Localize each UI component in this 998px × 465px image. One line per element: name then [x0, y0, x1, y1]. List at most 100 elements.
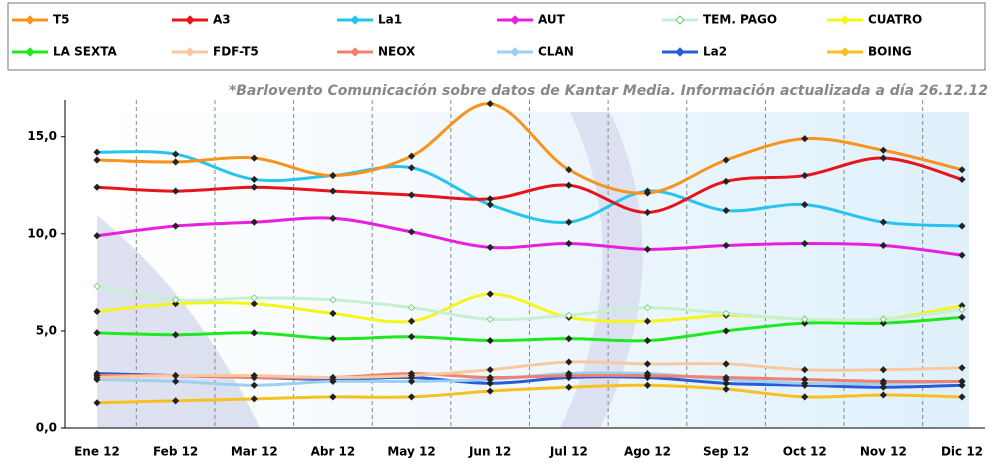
point	[879, 154, 887, 162]
point	[486, 243, 494, 251]
point	[801, 366, 809, 374]
point	[93, 148, 101, 156]
point	[958, 313, 966, 321]
series-line	[96, 360, 963, 380]
point	[565, 218, 573, 226]
point	[486, 373, 494, 382]
point	[329, 187, 337, 195]
point	[250, 329, 258, 337]
point	[250, 175, 258, 183]
point	[879, 383, 887, 391]
point	[329, 373, 337, 382]
point	[801, 375, 809, 384]
series-line	[96, 216, 963, 257]
legend-box	[7, 2, 986, 71]
point	[722, 241, 730, 250]
series-line	[96, 284, 963, 322]
point	[93, 329, 101, 337]
point	[879, 315, 887, 323]
point	[329, 377, 337, 385]
point	[565, 239, 573, 248]
point	[172, 397, 180, 405]
point	[407, 333, 416, 341]
point	[93, 183, 101, 191]
point	[486, 379, 494, 387]
point	[172, 222, 180, 230]
x-tick-label: Mar 12	[231, 445, 278, 459]
x-tick-label: Oct 12	[783, 445, 827, 459]
point	[172, 372, 180, 380]
legend-marker	[675, 47, 685, 57]
point	[879, 146, 887, 154]
x-tick-label: Dic 12	[941, 445, 983, 459]
legend-label: NEOX	[378, 45, 416, 59]
point	[722, 385, 730, 393]
y-tick-label: 0,0	[36, 421, 57, 435]
point	[722, 360, 730, 368]
point	[93, 156, 101, 164]
legend-marker	[840, 47, 850, 57]
point	[172, 158, 180, 166]
point	[879, 366, 887, 374]
point	[93, 282, 101, 290]
point	[801, 319, 809, 327]
x-tick-label: Ene 12	[74, 445, 120, 459]
point	[801, 171, 809, 180]
legend-label: CUATRO	[868, 13, 922, 27]
point	[801, 315, 809, 323]
point	[958, 175, 966, 183]
point	[250, 381, 258, 389]
y-tick-label: 10,0	[27, 226, 57, 240]
annotation: *Barlovento Comunicación sobre datos de …	[229, 83, 988, 99]
legend-label: La1	[378, 13, 402, 27]
point	[172, 296, 180, 304]
point	[486, 366, 494, 374]
legend-marker	[185, 15, 195, 25]
point	[958, 251, 966, 259]
point	[250, 395, 258, 403]
point	[879, 218, 887, 226]
point	[565, 166, 573, 174]
point	[407, 164, 416, 172]
point	[93, 373, 101, 382]
point	[407, 317, 416, 325]
point	[801, 379, 809, 387]
legend-marker	[840, 15, 850, 25]
series-line	[96, 383, 963, 405]
x-tick-label: Abr 12	[311, 445, 356, 459]
x-tick-label: May 12	[387, 445, 435, 459]
series-line	[96, 315, 963, 343]
x-tick-label: Nov 12	[860, 445, 907, 459]
legend-label: FDF-T5	[213, 45, 259, 59]
x-tick-label: Jun 12	[468, 445, 511, 459]
legend-label: T5	[53, 13, 70, 27]
point	[643, 372, 652, 380]
point	[172, 150, 180, 158]
point	[801, 201, 809, 209]
point	[172, 187, 180, 195]
point	[250, 218, 258, 226]
series-line	[96, 372, 963, 384]
legend-marker	[510, 15, 520, 25]
point	[565, 372, 573, 380]
point	[565, 335, 573, 343]
point	[565, 358, 573, 366]
legend-marker	[510, 47, 520, 57]
point	[879, 377, 887, 385]
point	[329, 393, 337, 401]
point	[329, 214, 337, 222]
point	[486, 337, 494, 345]
point	[958, 305, 966, 314]
point	[329, 171, 337, 180]
x-tick-label: Sep 12	[703, 445, 749, 459]
point	[407, 152, 416, 160]
point	[486, 201, 494, 209]
point	[879, 391, 887, 399]
legend-marker	[350, 47, 360, 57]
legend-marker	[25, 47, 35, 57]
point	[407, 372, 416, 380]
point	[801, 135, 809, 143]
point	[643, 381, 652, 389]
point	[486, 387, 494, 395]
point	[879, 319, 887, 327]
